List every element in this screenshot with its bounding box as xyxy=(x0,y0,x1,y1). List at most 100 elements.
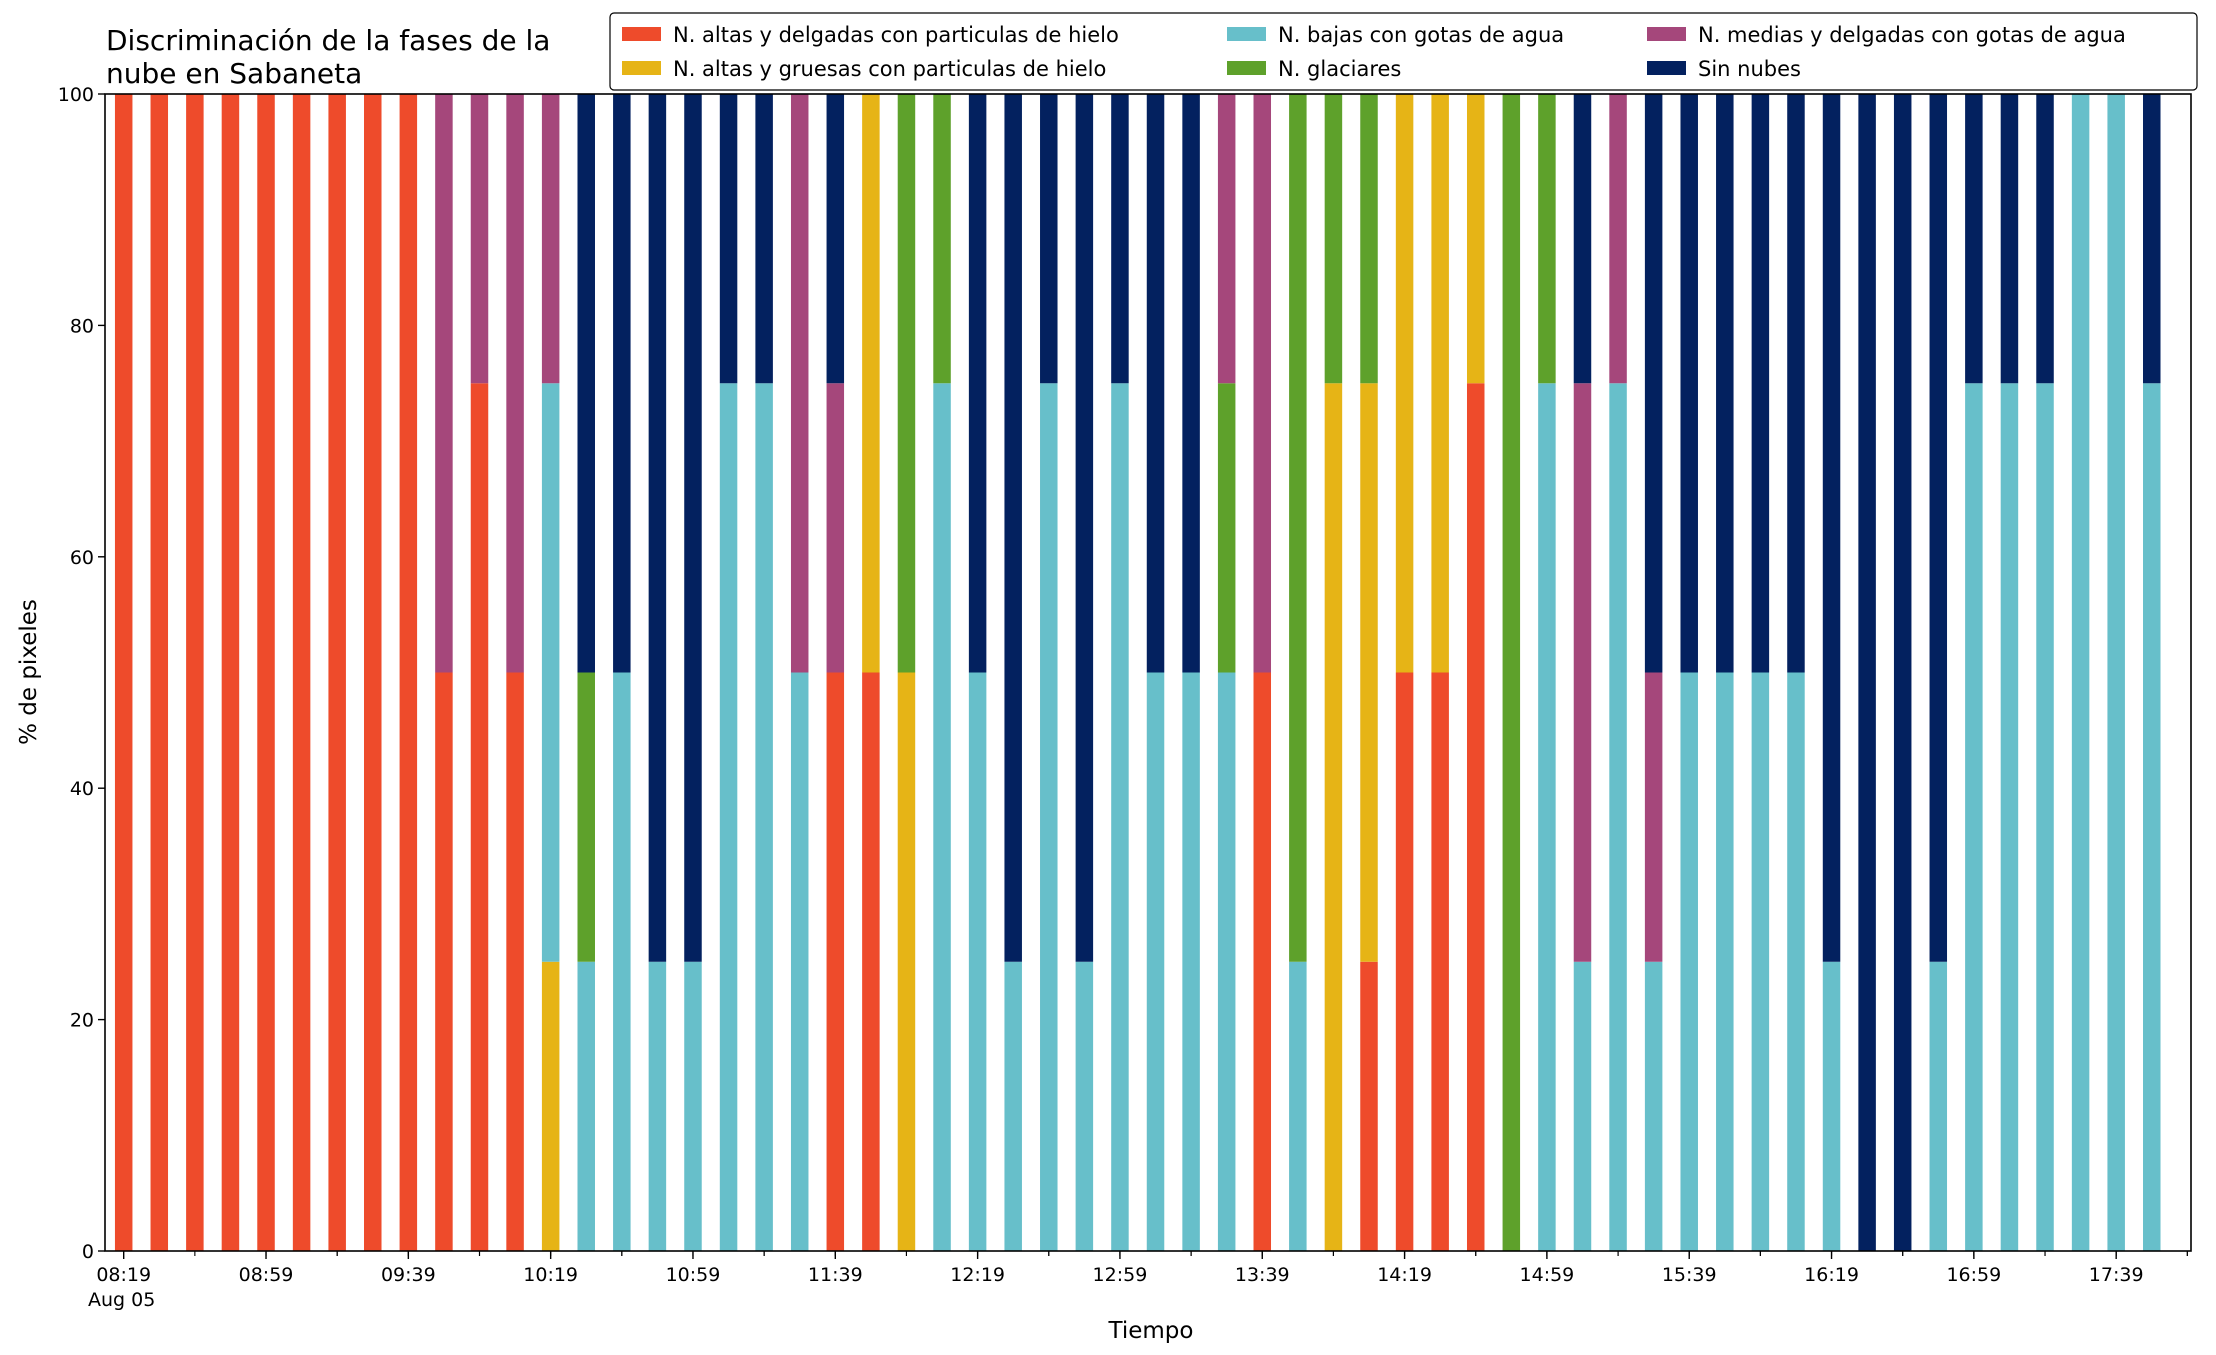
bar-segment-1149-series-1 xyxy=(862,672,880,1251)
legend-swatch-3 xyxy=(1227,27,1266,41)
x-axis-label: Tiempo xyxy=(1108,1318,1194,1344)
bar-segment-1209-series-3 xyxy=(933,383,951,1251)
legend-label-3: N. bajas con gotas de agua xyxy=(1278,23,1564,47)
bar-segment-1409-series-4 xyxy=(1360,94,1378,384)
bar-segment-1019-series-5 xyxy=(541,94,560,384)
bar-segment-1609-series-3 xyxy=(1787,672,1805,1251)
bar-segment-1409-series-2 xyxy=(1360,383,1378,962)
bar-segment-1539-series-3 xyxy=(1680,672,1698,1251)
plot-frame xyxy=(104,93,2192,1252)
legend: N. altas y delgadas con particulas de hi… xyxy=(609,12,2198,91)
bar-segment-1519-series-3 xyxy=(1609,383,1627,1251)
bar-segment-1119-series-6 xyxy=(755,94,773,384)
bar-segment-1659-series-3 xyxy=(1965,383,1983,1251)
bar-segment-1409-series-1 xyxy=(1360,961,1378,1251)
bar-segment-1419-series-2 xyxy=(1395,94,1414,673)
bar-segment-1449-series-4 xyxy=(1502,94,1521,1251)
bar-segment-1749-series-6 xyxy=(2143,94,2161,384)
legend-label-2: N. altas y gruesas con particulas de hie… xyxy=(673,57,1106,81)
bar-segment-1059-series-3 xyxy=(684,961,702,1251)
x-tick-label: 09:39 xyxy=(381,1264,436,1286)
bar-segment-1619-series-6 xyxy=(1822,94,1841,962)
bar-segment-1259-series-6 xyxy=(1111,94,1129,384)
bar-segment-1529-series-3 xyxy=(1644,961,1663,1251)
bar-segment-1149-series-2 xyxy=(862,94,880,673)
bar-layer xyxy=(114,94,2161,1251)
bar-segment-1019-series-3 xyxy=(541,383,560,962)
bar-segment-1009-series-1 xyxy=(506,672,524,1251)
bar-segment-0929-series-1 xyxy=(364,94,382,1251)
bar-segment-1159-series-4 xyxy=(897,94,916,673)
bar-segment-1049-series-3 xyxy=(648,961,667,1251)
bar-segment-0959-series-1 xyxy=(470,383,489,1251)
bar-segment-1129-series-3 xyxy=(790,672,809,1251)
bar-segment-1429-series-2 xyxy=(1431,94,1449,673)
bar-segment-1559-series-6 xyxy=(1751,94,1770,673)
bar-segment-1509-series-3 xyxy=(1573,961,1592,1251)
bar-segment-1049-series-6 xyxy=(648,94,667,962)
bar-segment-1009-series-5 xyxy=(506,94,524,673)
legend-frame xyxy=(609,12,2198,91)
bar-segment-1339-series-1 xyxy=(1253,672,1272,1251)
bar-segment-1059-series-6 xyxy=(684,94,702,962)
x-tick-label: 10:59 xyxy=(666,1264,721,1286)
x-tick-label: 10:19 xyxy=(523,1264,578,1286)
legend-swatch-2 xyxy=(622,61,661,75)
bar-segment-1639-series-6 xyxy=(1893,94,1912,1251)
legend-label-5: N. medias y delgadas con gotas de agua xyxy=(1698,23,2126,47)
bar-segment-1719-series-3 xyxy=(2036,383,2054,1251)
chart-title-line-1: Discriminación de la fases de la xyxy=(106,24,550,57)
x-tick-label: 12:59 xyxy=(1093,1264,1148,1286)
bar-segment-1139-series-1 xyxy=(826,672,845,1251)
bar-segment-1519-series-5 xyxy=(1609,94,1627,384)
bar-segment-1019-series-2 xyxy=(541,961,560,1251)
bar-segment-1329-series-5 xyxy=(1217,94,1236,384)
bar-segment-1439-series-1 xyxy=(1466,383,1485,1251)
bar-segment-1329-series-4 xyxy=(1217,383,1236,673)
bar-segment-1509-series-6 xyxy=(1573,94,1592,384)
bar-segment-1039-series-6 xyxy=(613,94,631,673)
bar-segment-1229-series-3 xyxy=(1004,961,1022,1251)
y-tick-label: 0 xyxy=(82,1241,94,1263)
bar-segment-1129-series-5 xyxy=(790,94,809,673)
legend-swatch-5 xyxy=(1647,27,1686,41)
bar-segment-1659-series-6 xyxy=(1965,94,1983,384)
bar-segment-1209-series-4 xyxy=(933,94,951,384)
bar-segment-1429-series-1 xyxy=(1431,672,1449,1251)
bar-segment-1619-series-3 xyxy=(1822,961,1841,1251)
bar-segment-1529-series-6 xyxy=(1644,94,1663,673)
bar-segment-1629-series-6 xyxy=(1858,94,1876,1251)
y-tick-label: 100 xyxy=(58,84,94,106)
bar-segment-0859-series-1 xyxy=(257,94,275,1251)
bar-segment-1729-series-3 xyxy=(2071,94,2090,1251)
x-tick-label: 11:39 xyxy=(808,1264,863,1286)
x-date-label: Aug 05 xyxy=(88,1289,155,1311)
legend-swatch-4 xyxy=(1227,61,1266,75)
chart-title-line-2: nube en Sabaneta xyxy=(106,57,362,90)
bar-segment-1319-series-6 xyxy=(1182,94,1200,673)
legend-label-6: Sin nubes xyxy=(1698,57,1801,81)
x-tick-label: 08:59 xyxy=(239,1264,294,1286)
bar-segment-1029-series-3 xyxy=(577,961,595,1251)
bar-segment-1109-series-3 xyxy=(719,383,738,1251)
bar-segment-0949-series-1 xyxy=(435,672,453,1251)
bar-segment-1739-series-3 xyxy=(2107,94,2125,1251)
bar-segment-1529-series-5 xyxy=(1644,672,1663,962)
bar-segment-1329-series-3 xyxy=(1217,672,1236,1251)
bar-segment-1749-series-3 xyxy=(2143,383,2161,1251)
x-tick-label: 13:39 xyxy=(1235,1264,1290,1286)
bar-segment-1039-series-3 xyxy=(613,672,631,1251)
bar-segment-1339-series-5 xyxy=(1253,94,1272,673)
bar-segment-1119-series-3 xyxy=(755,383,773,1251)
bar-segment-0849-series-1 xyxy=(221,94,240,1251)
y-axis: 0 20 40 60 80 100 xyxy=(58,84,105,1263)
bar-segment-1459-series-4 xyxy=(1538,94,1556,384)
bar-segment-1219-series-6 xyxy=(968,94,987,673)
legend-label-1: N. altas y delgadas con particulas de hi… xyxy=(673,23,1119,47)
bar-segment-0939-series-1 xyxy=(399,94,418,1251)
bar-segment-1709-series-3 xyxy=(2000,383,2019,1251)
legend-label-4: N. glaciares xyxy=(1278,57,1401,81)
bar-segment-1109-series-6 xyxy=(719,94,738,384)
bar-segment-1649-series-3 xyxy=(1929,961,1948,1251)
bar-segment-1029-series-4 xyxy=(577,672,595,962)
